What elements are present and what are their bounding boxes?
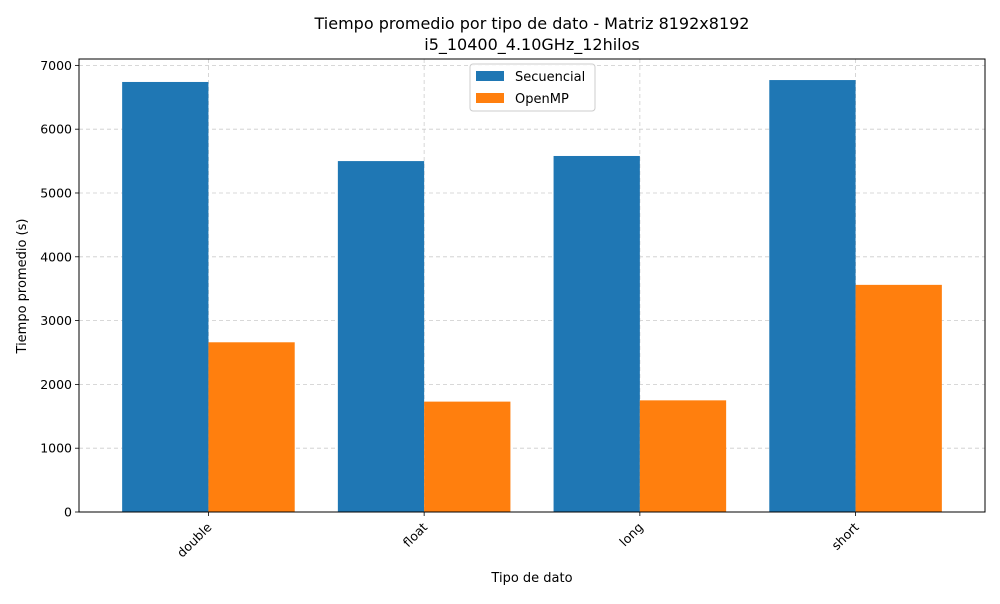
y-tick-label: 5000 (40, 185, 72, 200)
x-tick-label: float (400, 519, 431, 550)
x-axis-label: Tipo de dato (490, 571, 572, 586)
legend-swatch-secuencial (476, 71, 504, 81)
x-tick-label: long (616, 520, 646, 550)
chart-title: Tiempo promedio por tipo de dato - Matri… (314, 14, 750, 33)
chart-subtitle: i5_10400_4.10GHz_12hilos (424, 35, 640, 55)
bar-openmp-long (639, 400, 727, 512)
y-tick-label: 7000 (40, 58, 72, 73)
y-tick-label: 4000 (40, 249, 72, 264)
y-axis-label: Tiempo promedio (s) (15, 219, 30, 355)
legend-label-secuencial: Secuencial (515, 70, 585, 85)
y-tick-label: 1000 (40, 441, 72, 456)
bar-secuencial-long (553, 155, 640, 512)
x-tick-label: double (174, 519, 215, 560)
bar-openmp-double (208, 342, 295, 512)
y-tick-label: 6000 (40, 122, 72, 137)
x-tick-label: short (828, 519, 861, 552)
bar-secuencial-float (337, 161, 425, 512)
bar-openmp-float (424, 401, 511, 512)
y-tick-label: 3000 (40, 313, 72, 328)
legend: Secuencial OpenMP (469, 63, 596, 112)
bar-secuencial-short (769, 80, 856, 512)
bar-openmp-short (855, 284, 942, 512)
legend-label-openmp: OpenMP (515, 92, 569, 107)
legend-swatch-openmp (476, 93, 504, 103)
y-tick-label: 2000 (40, 377, 72, 392)
bar-secuencial-double (122, 81, 209, 512)
bars (122, 80, 942, 512)
plot-frame (78, 58, 986, 513)
y-tick-label: 0 (64, 505, 72, 520)
